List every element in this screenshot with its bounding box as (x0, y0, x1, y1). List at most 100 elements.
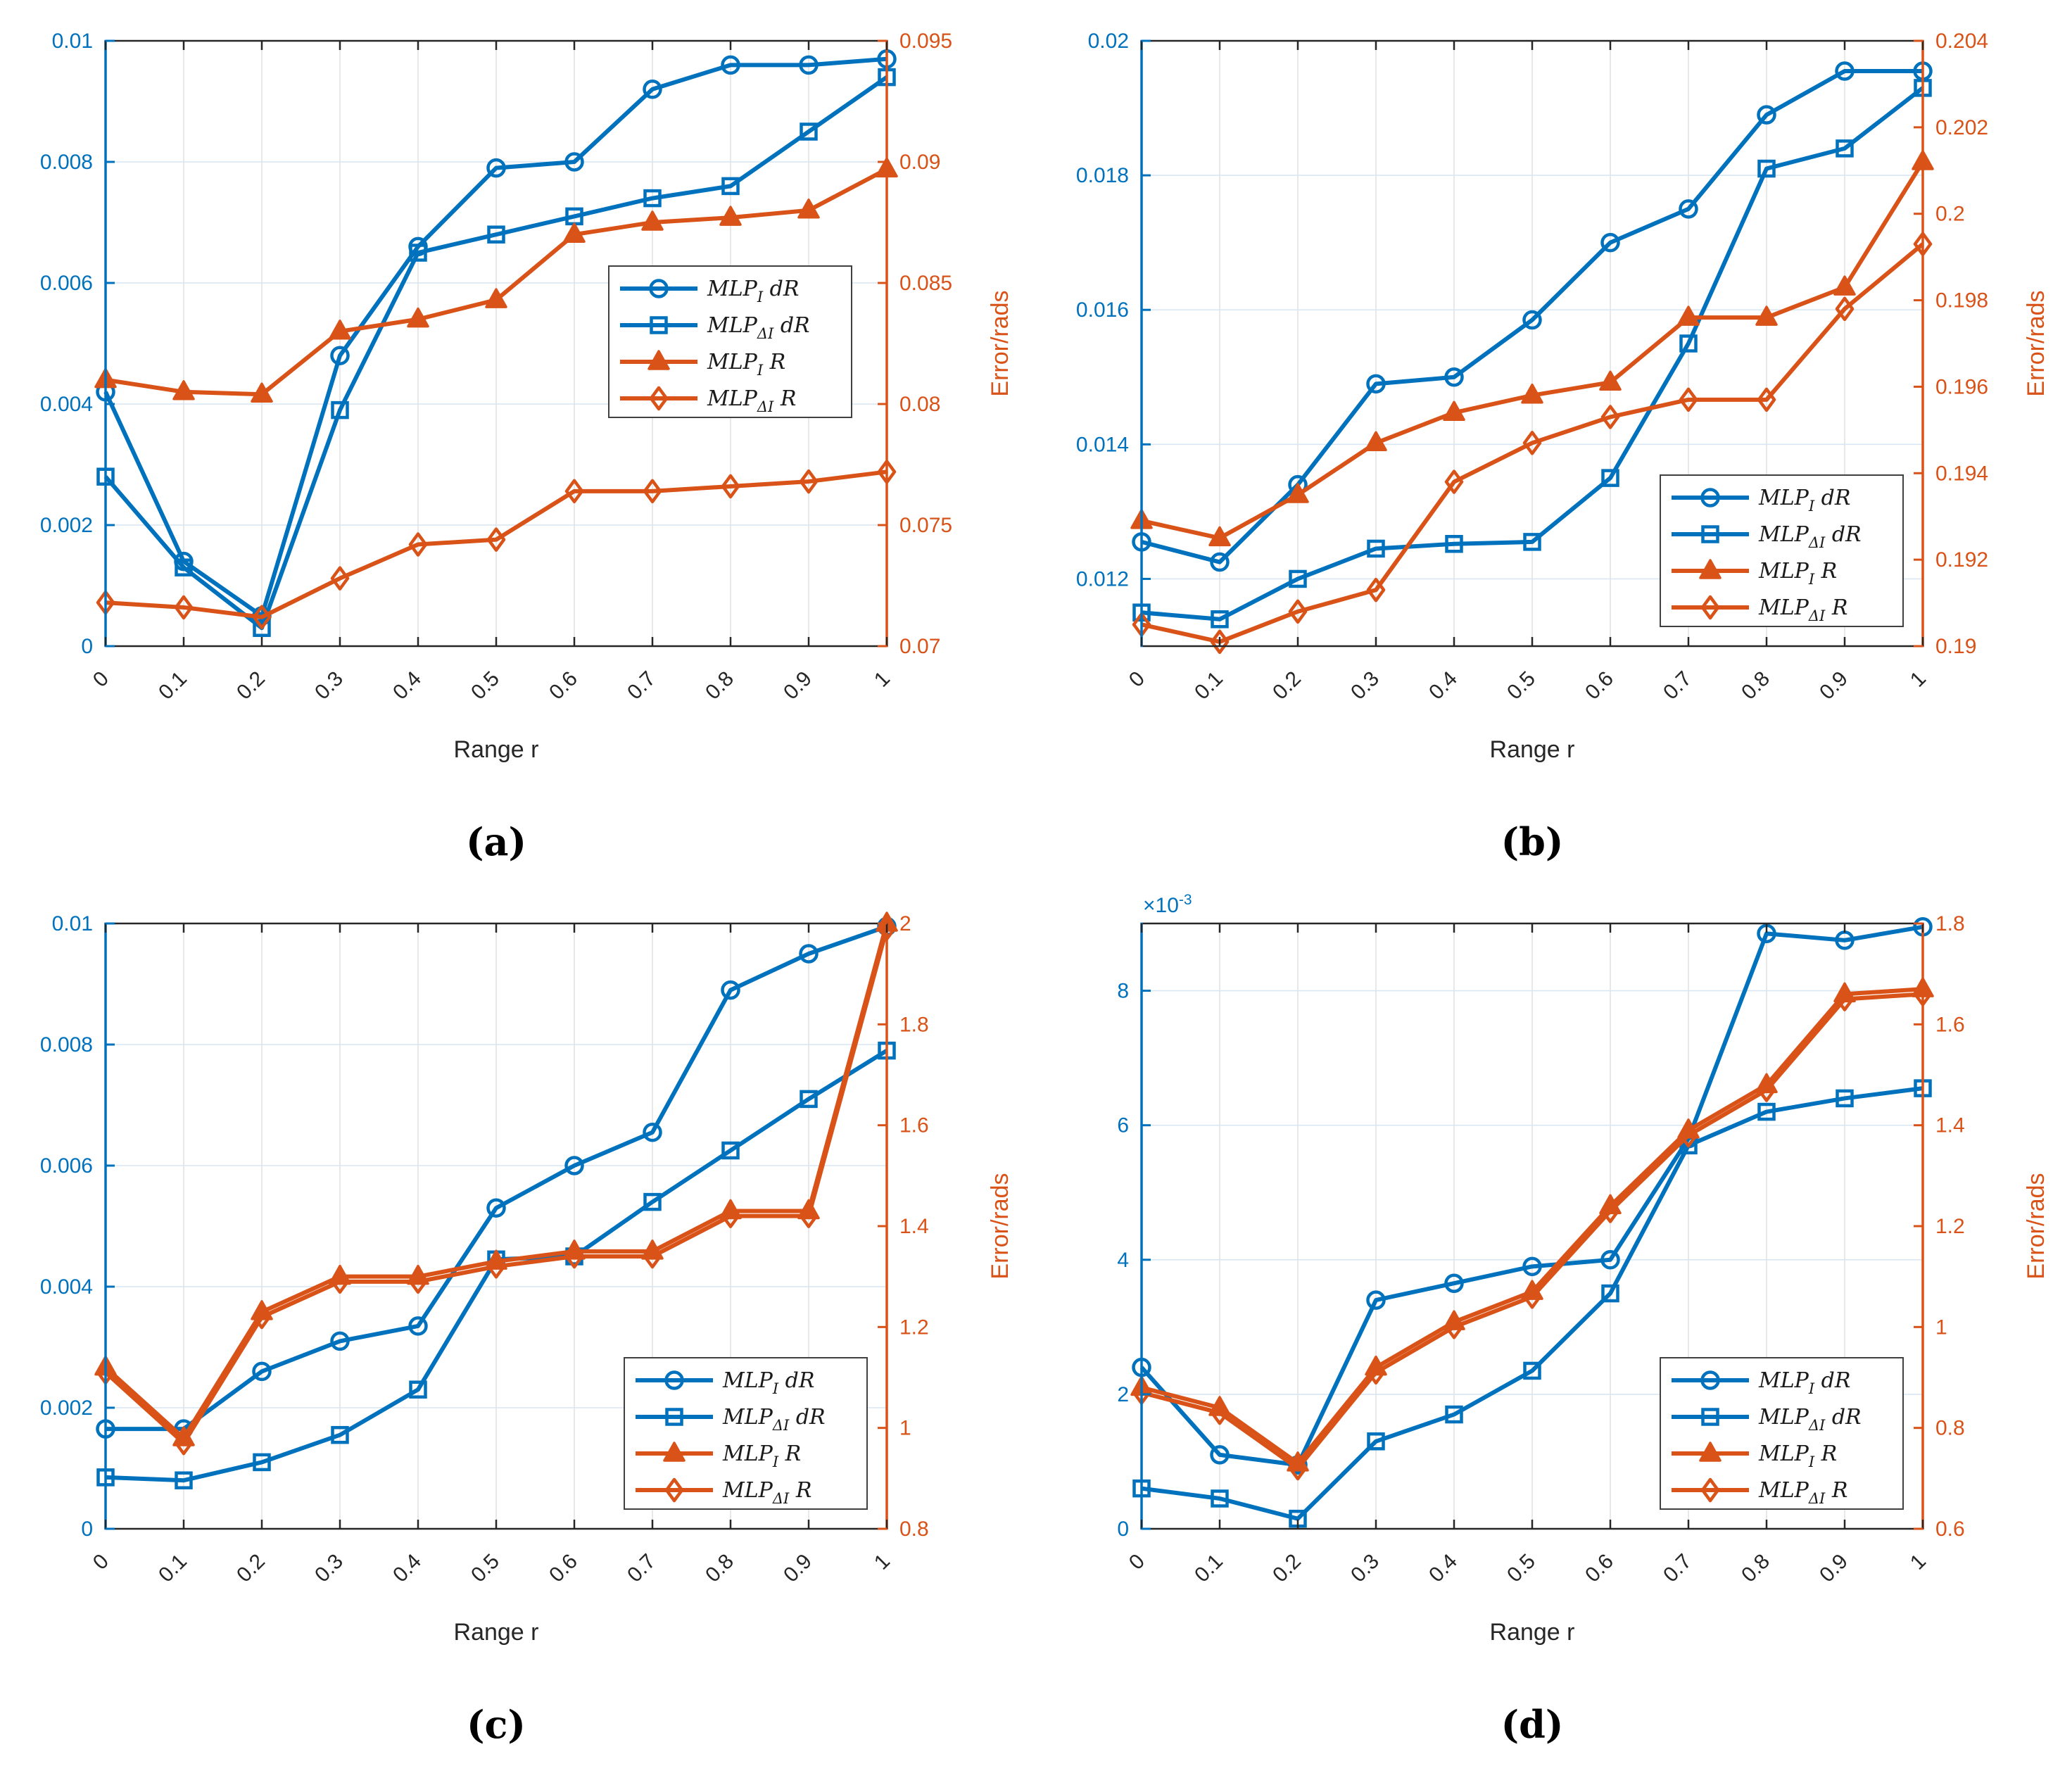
svg-text:0.6: 0.6 (545, 1550, 582, 1587)
chart-b-canvas: 0 0.1 0.2 0.3 0.4 0.5 0.6 0.7 0.8 0.9 1 0.012 0.014 0… (1076, 30, 2049, 763)
legend-entry-mlp-i-dr: MLPΔI dR (1672, 1405, 1862, 1434)
svg-text:0.6: 0.6 (1581, 667, 1618, 705)
svg-text:0.008: 0.008 (40, 151, 93, 174)
legend-entry-mlp-i-r: MLPΔI R (1672, 1477, 1847, 1507)
svg-text:0.4: 0.4 (1424, 667, 1462, 705)
svg-text:0.075: 0.075 (899, 514, 952, 537)
legend-entry-mlp-i-dr: MLPI dR (1672, 1368, 1850, 1397)
svg-text:0.3: 0.3 (1346, 1550, 1384, 1587)
axis-labels-a: Range r Error/rads (454, 290, 1013, 763)
x-axis-label: Range r (454, 736, 539, 763)
svg-text:1: 1 (1935, 1316, 1947, 1339)
svg-text:MLPI R: MLPI R (707, 350, 785, 379)
svg-text:0.3: 0.3 (310, 1550, 348, 1587)
svg-text:1.8: 1.8 (1935, 912, 1965, 935)
legend-entry-mlp-i-dr: MLPΔI dR (636, 1405, 826, 1434)
svg-text:2: 2 (1117, 1383, 1129, 1406)
tick-marks-d (1140, 922, 1924, 1530)
svg-text:0.4: 0.4 (388, 667, 426, 705)
chart-a-canvas: 0 0.1 0.2 0.3 0.4 0.5 0.6 0.7 0.8 0.9 1 0 0.002 0.004… (40, 30, 1013, 763)
svg-text:0.01: 0.01 (52, 912, 93, 935)
svg-text:0.3: 0.3 (310, 667, 348, 705)
subplot-a: 0 0.1 0.2 0.3 0.4 0.5 0.6 0.7 0.8 0.9 1 0 0.002 0.004… (0, 0, 1036, 883)
svg-text:MLPΔI R: MLPΔI R (707, 386, 796, 415)
subplot-d: 0 0.1 0.2 0.3 0.4 0.5 0.6 0.7 0.8 0.9 1 0 2 4 6 8 0.6 0.8… (1036, 883, 2072, 1766)
svg-text:0.09: 0.09 (899, 151, 940, 174)
svg-text:1.6: 1.6 (1935, 1013, 1965, 1036)
right-y-axis-label: Error/rads (2023, 1173, 2049, 1279)
svg-text:0.8: 0.8 (1935, 1417, 1965, 1440)
svg-text:0: 0 (1117, 1518, 1129, 1541)
svg-text:1.2: 1.2 (1935, 1215, 1965, 1238)
svg-text:MLPI R: MLPI R (1758, 559, 1837, 588)
legend-entry-mlp-i-r: MLPI R (636, 1442, 801, 1470)
svg-text:0.9: 0.9 (1815, 1550, 1852, 1587)
svg-text:0.085: 0.085 (899, 272, 952, 295)
right-y-axis-label: Error/rads (2023, 290, 2049, 396)
svg-text:0.7: 0.7 (623, 667, 660, 705)
svg-text:0.5: 0.5 (1503, 667, 1540, 705)
svg-text:MLPΔI dR: MLPΔI dR (707, 313, 810, 342)
svg-text:0.1: 0.1 (154, 667, 191, 705)
svg-text:0.7: 0.7 (623, 1550, 660, 1587)
svg-text:MLPΔI dR: MLPΔI dR (1758, 1405, 1862, 1434)
subplot-c-caption: (c) (467, 1702, 526, 1747)
svg-text:1: 1 (870, 1550, 895, 1575)
svg-text:MLPΔI R: MLPΔI R (1758, 1478, 1847, 1507)
svg-text:1: 1 (899, 1417, 911, 1440)
series-mlp-i-r-a (94, 157, 898, 403)
svg-text:8: 8 (1117, 980, 1129, 1003)
svg-text:0.014: 0.014 (1076, 433, 1129, 456)
svg-text:0.194: 0.194 (1935, 462, 1988, 485)
axis-labels-b: Range r Error/rads (1490, 290, 2049, 763)
legend-a: MLPI dR MLPΔI dR MLPI R MLPΔI R (608, 265, 852, 418)
svg-text:0.2: 0.2 (232, 1550, 270, 1587)
legend-entry-mlp-i-r: MLPI R (1672, 559, 1837, 588)
svg-text:MLPΔI R: MLPΔI R (722, 1478, 811, 1507)
svg-text:0.19: 0.19 (1935, 635, 1976, 658)
svg-text:0.8: 0.8 (899, 1518, 929, 1541)
svg-text:0: 0 (1125, 1550, 1149, 1575)
svg-text:1: 1 (1906, 667, 1931, 692)
svg-text:0.9: 0.9 (1815, 667, 1852, 705)
subplot-d-caption: (d) (1501, 1702, 1564, 1747)
svg-text:MLPI dR: MLPI dR (722, 1368, 814, 1397)
right-y-axis-label: Error/rads (987, 1173, 1013, 1279)
legend-b: MLPI dR MLPΔI dR MLPI R MLPΔI R (1660, 474, 1904, 627)
legend-entry-mlp-i-dr: MLPI dR (636, 1368, 814, 1397)
svg-text:0.9: 0.9 (779, 1550, 816, 1587)
svg-text:MLPΔI R: MLPΔI R (1758, 595, 1847, 624)
series-mlp-i-dr-a (96, 68, 896, 637)
svg-text:0.2: 0.2 (232, 667, 270, 705)
svg-text:0.7: 0.7 (1659, 667, 1696, 705)
svg-text:0: 0 (81, 635, 93, 658)
x-axis-label: Range r (454, 1619, 539, 1646)
svg-text:0.01: 0.01 (52, 30, 93, 53)
svg-text:0: 0 (81, 1518, 93, 1541)
axis-labels-c: Range r Error/rads (454, 1173, 1013, 1646)
x-axis-label: Range r (1490, 736, 1575, 763)
svg-text:1.8: 1.8 (899, 1013, 929, 1036)
svg-text:MLPI R: MLPI R (1758, 1442, 1837, 1470)
svg-text:MLPI R: MLPI R (722, 1442, 801, 1470)
svg-text:0.4: 0.4 (388, 1550, 426, 1587)
tick-marks-a (104, 39, 888, 648)
svg-text:0.8: 0.8 (701, 667, 738, 705)
svg-text:0.202: 0.202 (1935, 116, 1988, 139)
svg-text:0.4: 0.4 (1424, 1550, 1462, 1587)
svg-text:0.012: 0.012 (1076, 567, 1129, 591)
svg-text:0.2: 0.2 (1935, 203, 1965, 226)
legend-entry-mlp-i-dr: MLPΔI dR (1672, 522, 1862, 551)
svg-text:0.3: 0.3 (1346, 667, 1384, 705)
svg-text:0.9: 0.9 (779, 667, 816, 705)
svg-text:0.002: 0.002 (40, 514, 93, 537)
svg-text:0.006: 0.006 (40, 272, 93, 295)
chart-d-canvas: 0 0.1 0.2 0.3 0.4 0.5 0.6 0.7 0.8 0.9 1 0 2 4 6 8 0.6 0.8… (1117, 892, 2049, 1646)
svg-text:2: 2 (899, 912, 911, 935)
tick-marks-c (104, 922, 888, 1530)
svg-text:0.6: 0.6 (545, 667, 582, 705)
legend-entry-mlp-i-dr: MLPI dR (1672, 486, 1850, 515)
tick-marks-b (1140, 39, 1924, 648)
svg-text:0.2: 0.2 (1268, 667, 1306, 705)
svg-text:MLPΔI dR: MLPΔI dR (1758, 522, 1862, 551)
